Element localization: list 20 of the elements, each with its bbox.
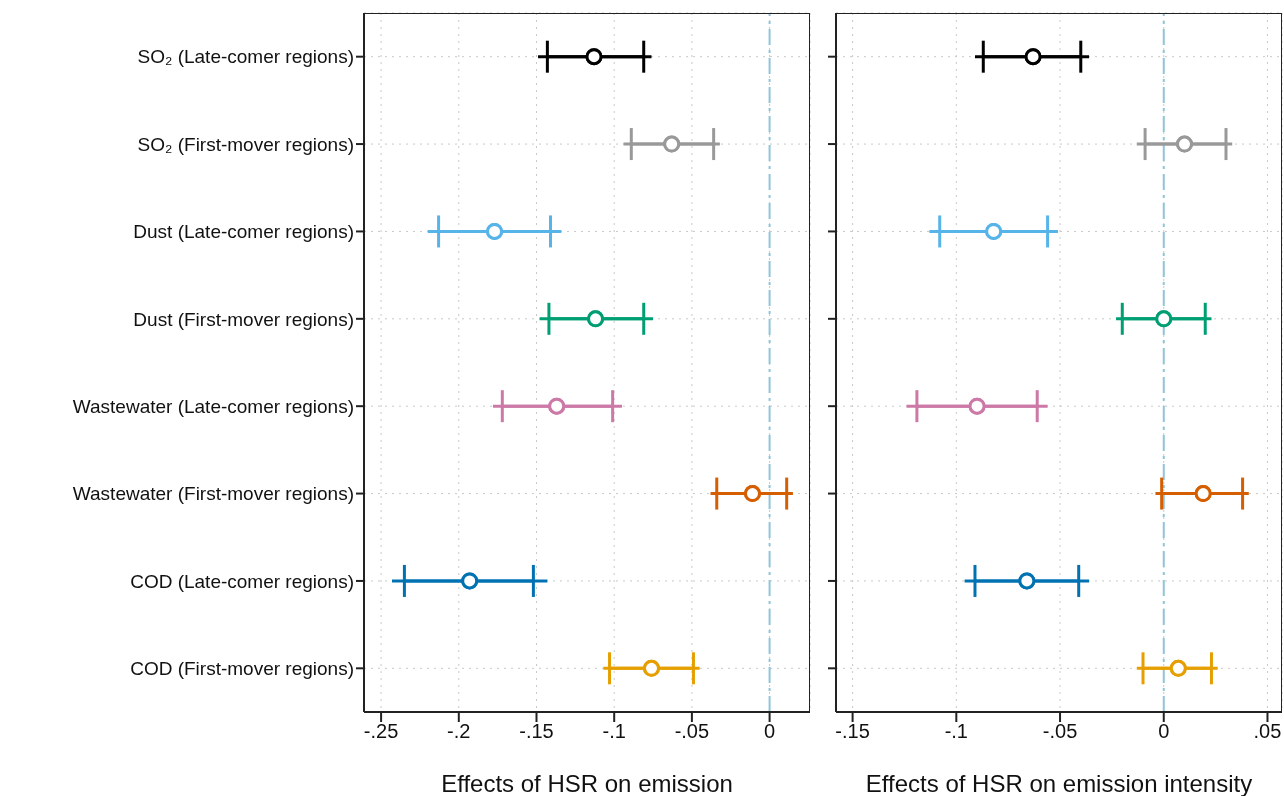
y-tick-label: SO₂ (Late-comer regions) xyxy=(137,46,354,68)
y-tick-label: Wastewater (First-mover regions) xyxy=(72,483,354,505)
x-tick-label: 0 xyxy=(1158,720,1170,743)
x-tick-label: 0 xyxy=(764,720,776,743)
x-tick-label: -.25 xyxy=(363,720,399,743)
x-tick-label: -.1 xyxy=(602,720,626,743)
x-axis-title: Effects of HSR on emission xyxy=(441,770,733,796)
x-tick-label: .05 xyxy=(1253,720,1282,743)
y-tick-label: COD (First-mover regions) xyxy=(130,658,354,680)
y-tick-label: Wastewater (Late-comer regions) xyxy=(72,395,354,417)
x-tick-label: -.05 xyxy=(1042,720,1078,743)
x-tick-label: -.05 xyxy=(674,720,710,743)
y-tick-label: SO₂ (First-mover regions) xyxy=(137,133,354,155)
x-tick-label: -.15 xyxy=(519,720,554,743)
x-tick-label: -.1 xyxy=(944,720,968,743)
x-tick-label: -.2 xyxy=(447,720,471,743)
y-tick-label: COD (Late-comer regions) xyxy=(130,570,354,592)
y-tick-label: Dust (First-mover regions) xyxy=(133,308,354,330)
y-tick-label: Dust (Late-comer regions) xyxy=(133,221,354,243)
x-tick-label: -.15 xyxy=(835,720,870,743)
